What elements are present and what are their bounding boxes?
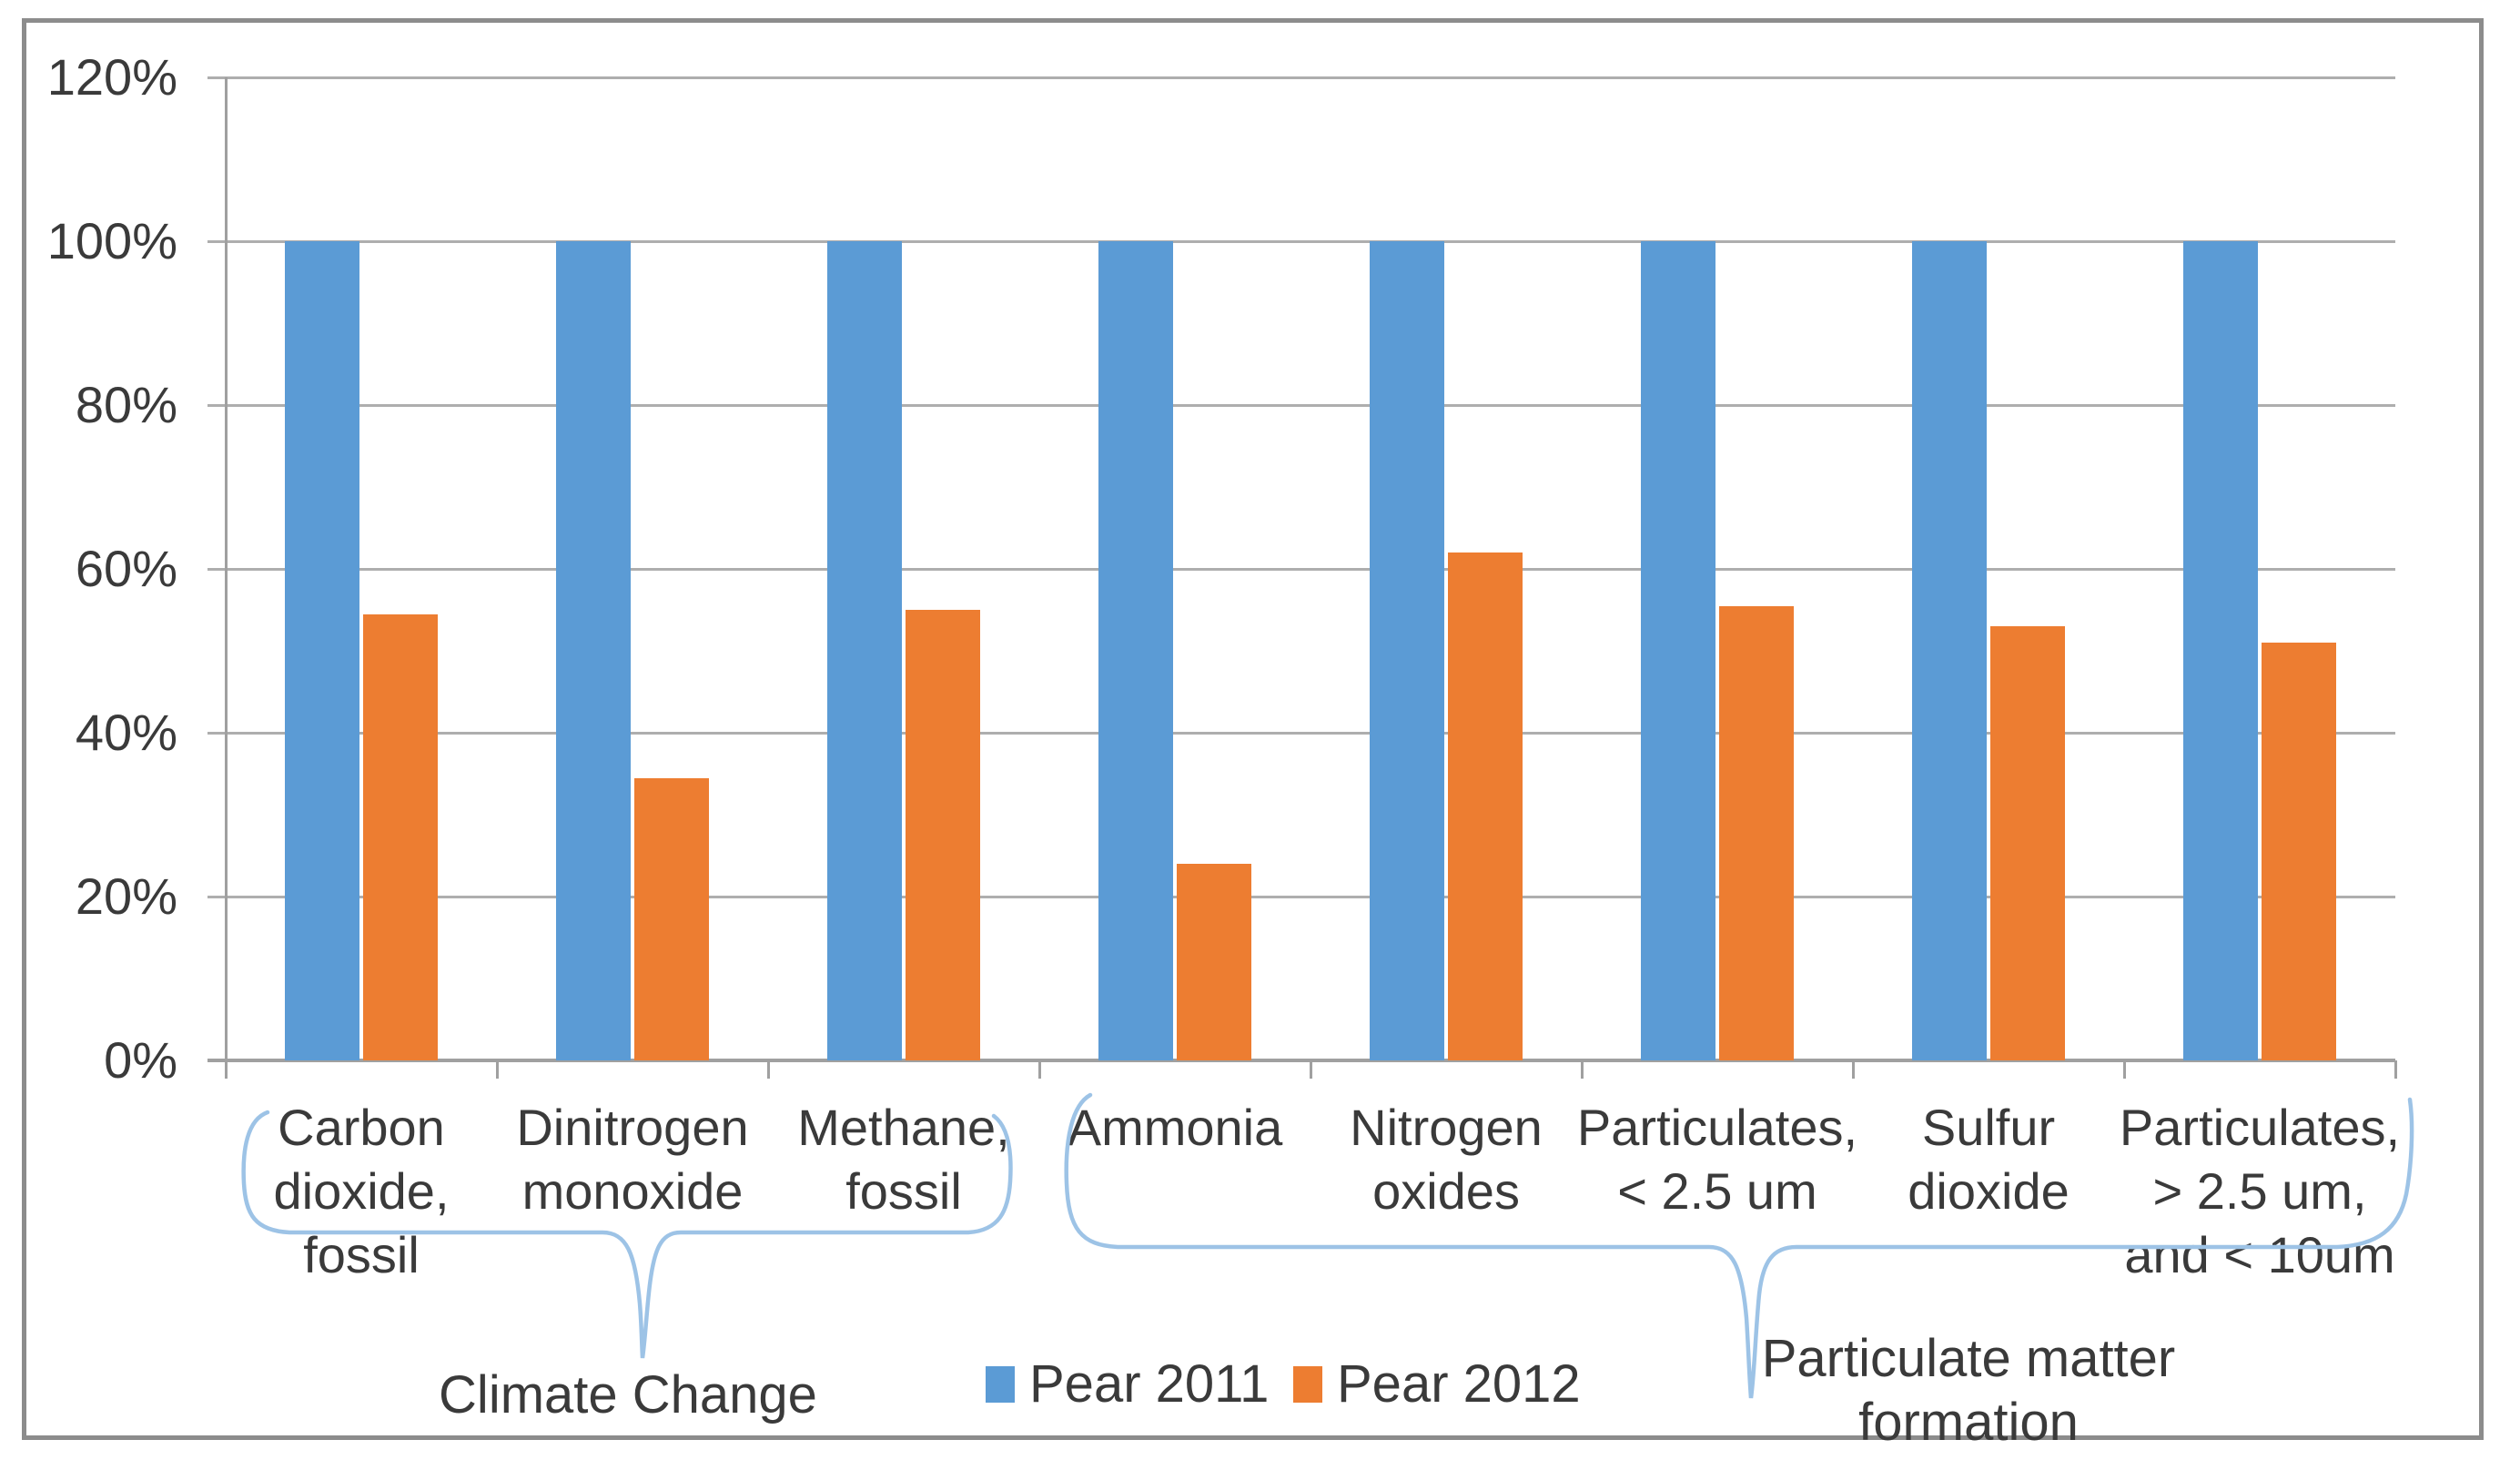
x-axis-tick-mark	[1852, 1060, 1855, 1079]
bar-pear-2011-3	[827, 241, 902, 1060]
x-axis-category-label: Methane, fossil	[797, 1099, 1010, 1220]
annotation-climate-change: Climate Change	[439, 1365, 817, 1424]
bar-pear-2011-7	[1912, 241, 1987, 1060]
x-axis-tick-mark	[1310, 1060, 1312, 1079]
legend-label-pear-2012: Pear 2012	[1337, 1354, 1581, 1414]
bar-pear-2012-4	[1177, 864, 1251, 1060]
y-axis-tick-label-60%: 60%	[75, 540, 177, 597]
gridline-20%	[207, 896, 2395, 898]
climate-change-brace	[241, 1110, 1013, 1359]
bar-pear-2012-6	[1719, 605, 1794, 1060]
legend-label-pear-2011: Pear 2011	[1029, 1354, 1270, 1414]
y-axis-tick-label-100%: 100%	[46, 212, 177, 269]
legend-item-pear-2011: Pear 2011	[986, 1358, 1269, 1411]
y-axis-line	[225, 77, 228, 1079]
x-axis-category-label: Nitrogen oxides	[1350, 1099, 1543, 1220]
x-axis-category-label: Particulates, > 2.5 um, and < 10um	[2119, 1099, 2401, 1283]
annotation-particulate-matter-formation: Particulate matter formation	[1761, 1329, 2176, 1452]
bar-pear-2011-6	[1641, 241, 1715, 1060]
x-axis-tick-mark	[767, 1060, 770, 1079]
x-axis-tick-mark	[2123, 1060, 2126, 1079]
bar-pear-2012-7	[1990, 626, 2065, 1060]
x-axis-category-label: Carbon dioxide, fossil	[273, 1099, 450, 1283]
bar-pear-2012-3	[906, 610, 980, 1060]
y-axis-tick-label-40%: 40%	[75, 704, 177, 761]
bar-pear-2011-2	[556, 241, 631, 1060]
x-axis-category-label: Particulates, < 2.5 um	[1576, 1099, 1858, 1220]
particulate-matter-brace	[1064, 1092, 2414, 1399]
bar-pear-2012-5	[1448, 553, 1523, 1060]
gridline-120%	[207, 76, 2395, 79]
gridline-80%	[207, 404, 2395, 407]
x-axis-line	[207, 1059, 2395, 1062]
y-axis-tick-label-120%: 120%	[46, 48, 177, 106]
y-axis-tick-label-80%: 80%	[75, 376, 177, 433]
x-axis-category-label: Dinitrogen monoxide	[516, 1099, 749, 1220]
gridline-40%	[207, 732, 2395, 735]
bar-pear-2011-5	[1370, 241, 1444, 1060]
bar-pear-2012-1	[363, 613, 438, 1060]
legend-item-pear-2012: Pear 2012	[1293, 1358, 1581, 1411]
y-axis-tick-label-0%: 0%	[104, 1031, 177, 1089]
gridline-60%	[207, 568, 2395, 571]
x-axis-category-label: Sulfur dioxide	[1908, 1099, 2070, 1220]
x-axis-tick-mark	[1581, 1060, 1584, 1079]
y-axis-tick-label-20%: 20%	[75, 867, 177, 925]
bar-pear-2011-1	[285, 241, 359, 1060]
x-axis-tick-mark	[1038, 1060, 1041, 1079]
bar-pear-2011-8	[2183, 241, 2258, 1060]
bar-pear-2011-4	[1098, 241, 1173, 1060]
x-axis-category-label: Ammonia	[1067, 1099, 1283, 1156]
x-axis-tick-mark	[2394, 1060, 2397, 1079]
x-axis-tick-mark	[496, 1060, 499, 1079]
bar-pear-2012-8	[2262, 643, 2336, 1060]
legend-swatch-pear-2011-icon	[986, 1366, 1015, 1403]
gridline-100%	[207, 240, 2395, 243]
bar-pear-2012-2	[634, 777, 709, 1060]
legend-swatch-pear-2012-icon	[1293, 1366, 1322, 1403]
